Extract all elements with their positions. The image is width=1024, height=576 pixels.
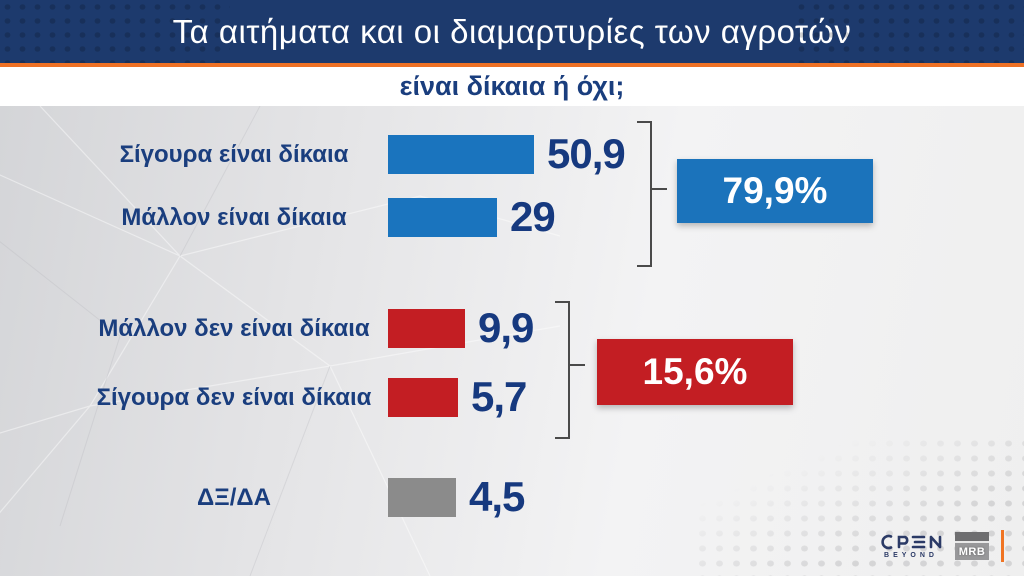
footer-logos: BEYOND MRB	[879, 530, 1004, 562]
bar-value: 29	[510, 193, 556, 240]
open-logo-icon	[881, 534, 942, 549]
mrb-logo-gap	[955, 541, 989, 543]
bar-value: 4,5	[469, 473, 525, 520]
summary-box-fair: 79,9%	[677, 159, 873, 223]
bar-row-probably-not-fair: Μάλλον δεν είναι δίκαια 9,9	[0, 304, 1024, 351]
bar-label: Σίγουρα δεν είναι δίκαια	[96, 383, 372, 411]
bar-dont-know	[388, 478, 456, 517]
header-bar: Τα αιτήματα και οι διαμαρτυρίες των αγρο…	[0, 0, 1024, 63]
chart-area: Σίγουρα είναι δίκαια 50,9 Μάλλον είναι δ…	[0, 106, 1024, 576]
bar-row-probably-fair: Μάλλον είναι δίκαια 29	[0, 193, 1024, 240]
page-title: Τα αιτήματα και οι διαμαρτυρίες των αγρο…	[172, 12, 852, 50]
bar-probably-not-fair	[388, 309, 465, 348]
page-subtitle: είναι δίκαια ή όχι;	[399, 71, 625, 101]
bar-value: 50,9	[547, 130, 626, 177]
bar-label: Μάλλον είναι δίκαια	[121, 203, 347, 231]
mrb-logo-text: MRB	[955, 543, 989, 560]
summary-box-not-fair: 15,6%	[597, 339, 793, 405]
open-logo-beyond-text: BEYOND	[884, 551, 938, 559]
bar-probably-fair	[388, 198, 497, 237]
bar-value: 5,7	[471, 373, 527, 420]
mrb-logo: MRB	[955, 532, 989, 560]
header-accent-rule	[0, 63, 1024, 67]
bar-label: ΔΞ/ΔΑ	[197, 483, 271, 511]
bar-certainly-fair	[388, 135, 534, 174]
open-channel-logo: BEYOND	[879, 534, 943, 559]
bar-certainly-not-fair	[388, 378, 458, 417]
bar-label: Σίγουρα είναι δίκαια	[119, 140, 349, 168]
bar-row-certainly-not-fair: Σίγουρα δεν είναι δίκαια 5,7	[0, 373, 1024, 420]
mrb-logo-top-bar	[955, 532, 989, 541]
bar-row-dont-know: ΔΞ/ΔΑ 4,5	[0, 473, 1024, 520]
footer-orange-divider	[1001, 530, 1004, 562]
bar-row-certainly-fair: Σίγουρα είναι δίκαια 50,9	[0, 130, 1024, 177]
bar-value: 9,9	[478, 304, 534, 351]
subtitle-strip: είναι δίκαια ή όχι;	[0, 67, 1024, 106]
bar-label: Μάλλον δεν είναι δίκαια	[98, 314, 370, 342]
